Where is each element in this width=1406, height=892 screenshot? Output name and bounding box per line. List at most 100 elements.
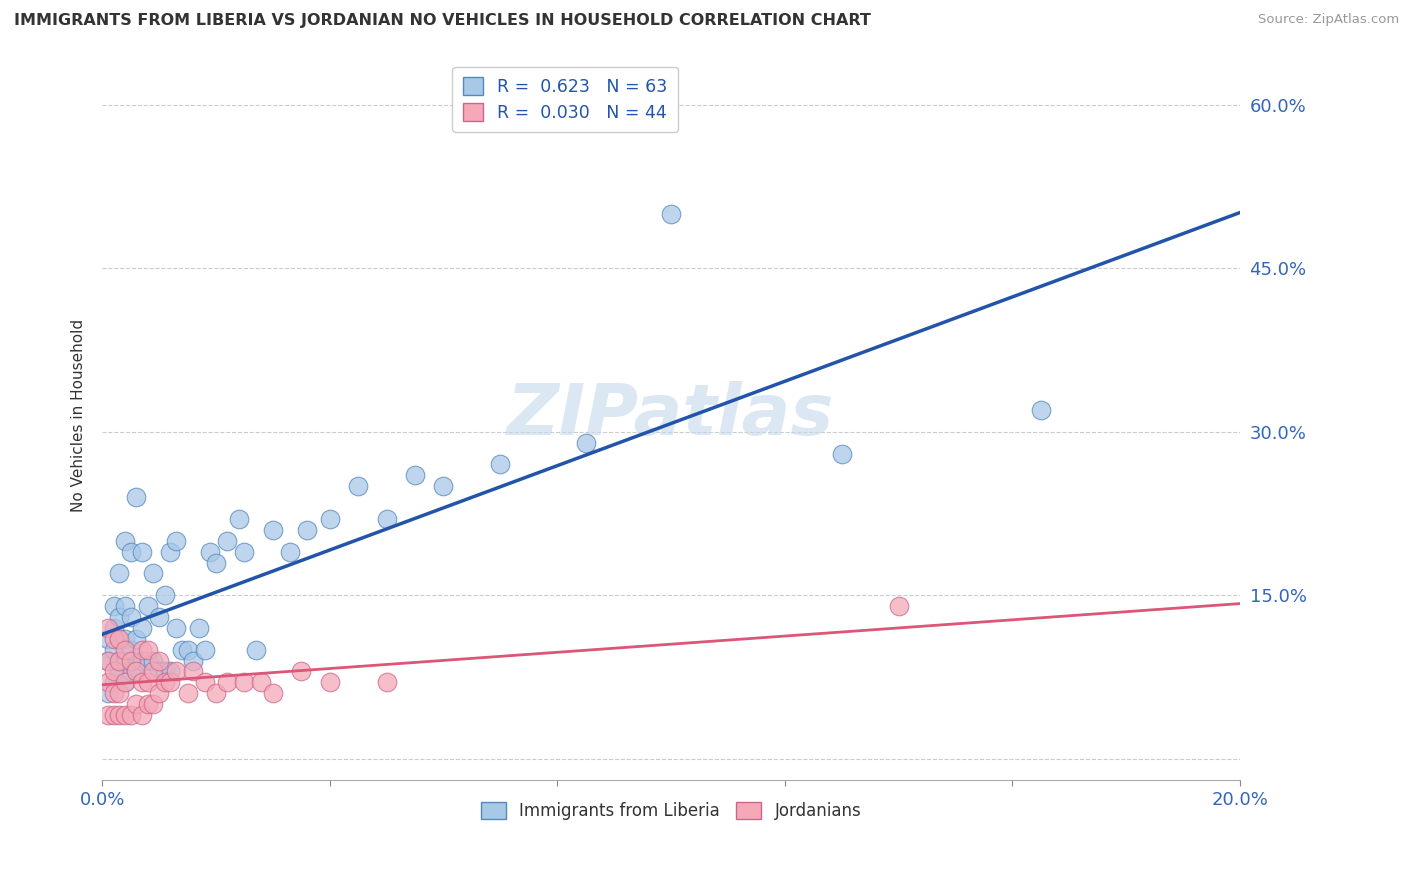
Point (108, 610, 131, 624)
Point (194, 642, 217, 657)
Point (159, 675, 181, 690)
Point (103, 642, 125, 657)
Point (120, 665, 142, 679)
Point (205, 686, 228, 700)
Point (200, 544, 222, 558)
Point (432, 479, 454, 493)
Point (108, 632, 131, 646)
Point (233, 544, 256, 558)
Point (217, 675, 239, 690)
Point (176, 642, 198, 657)
Point (97, 653, 120, 667)
Text: Source: ZipAtlas.com: Source: ZipAtlas.com (1258, 13, 1399, 27)
Point (176, 686, 198, 700)
Point (114, 653, 136, 667)
Point (114, 642, 136, 657)
Point (131, 642, 153, 657)
Point (165, 621, 187, 635)
Point (120, 642, 142, 657)
Point (575, 435, 598, 450)
Text: IMMIGRANTS FROM LIBERIA VS JORDANIAN NO VEHICLES IN HOUSEHOLD CORRELATION CHART: IMMIGRANTS FROM LIBERIA VS JORDANIAN NO … (14, 13, 870, 29)
Point (125, 665, 148, 679)
Point (114, 533, 136, 548)
Point (887, 599, 910, 613)
Point (194, 675, 217, 690)
Text: ZIPatlas: ZIPatlas (508, 381, 835, 450)
Point (278, 544, 301, 558)
Point (153, 588, 176, 602)
Point (245, 642, 267, 657)
Point (114, 675, 136, 690)
Point (831, 447, 853, 461)
Point (103, 621, 125, 635)
Point (250, 675, 273, 690)
Point (142, 566, 165, 581)
Point (125, 665, 148, 679)
Point (181, 653, 204, 667)
Point (97, 653, 120, 667)
Point (120, 653, 142, 667)
Point (489, 458, 512, 472)
Point (103, 665, 125, 679)
Point (217, 533, 239, 548)
Point (125, 632, 148, 646)
Point (165, 533, 187, 548)
Point (319, 675, 342, 690)
Point (142, 697, 165, 711)
Point (108, 708, 131, 723)
Point (1029, 403, 1052, 417)
Point (165, 665, 187, 679)
Point (205, 556, 228, 570)
Point (659, 207, 682, 221)
Point (159, 544, 181, 558)
Point (108, 632, 131, 646)
Point (136, 653, 159, 667)
Point (136, 642, 159, 657)
Point (228, 512, 250, 526)
Point (347, 479, 370, 493)
Point (108, 653, 131, 667)
Point (375, 675, 398, 690)
Point (108, 686, 131, 700)
Point (120, 544, 142, 558)
Point (108, 566, 131, 581)
Point (125, 697, 148, 711)
Point (142, 653, 165, 667)
Point (131, 708, 153, 723)
Point (148, 653, 170, 667)
Point (97, 632, 120, 646)
Point (131, 653, 153, 667)
Point (136, 697, 159, 711)
Point (136, 675, 159, 690)
Y-axis label: No Vehicles in Household: No Vehicles in Household (72, 319, 86, 512)
Point (262, 686, 284, 700)
Point (262, 523, 284, 537)
Point (108, 665, 131, 679)
Point (159, 665, 181, 679)
Point (404, 468, 426, 483)
Point (114, 708, 136, 723)
Point (125, 490, 148, 504)
Point (375, 512, 398, 526)
Point (290, 665, 312, 679)
Point (131, 621, 153, 635)
Point (120, 610, 142, 624)
Point (142, 665, 165, 679)
Point (153, 665, 176, 679)
Point (181, 665, 204, 679)
Point (103, 708, 125, 723)
Point (114, 599, 136, 613)
Point (103, 632, 125, 646)
Point (97, 708, 120, 723)
Point (97, 686, 120, 700)
Point (103, 686, 125, 700)
Point (295, 523, 318, 537)
Point (319, 512, 342, 526)
Point (170, 642, 193, 657)
Point (131, 675, 153, 690)
Point (153, 675, 176, 690)
Legend: Immigrants from Liberia, Jordanians: Immigrants from Liberia, Jordanians (474, 795, 868, 827)
Point (131, 544, 153, 558)
Point (148, 610, 170, 624)
Point (114, 675, 136, 690)
